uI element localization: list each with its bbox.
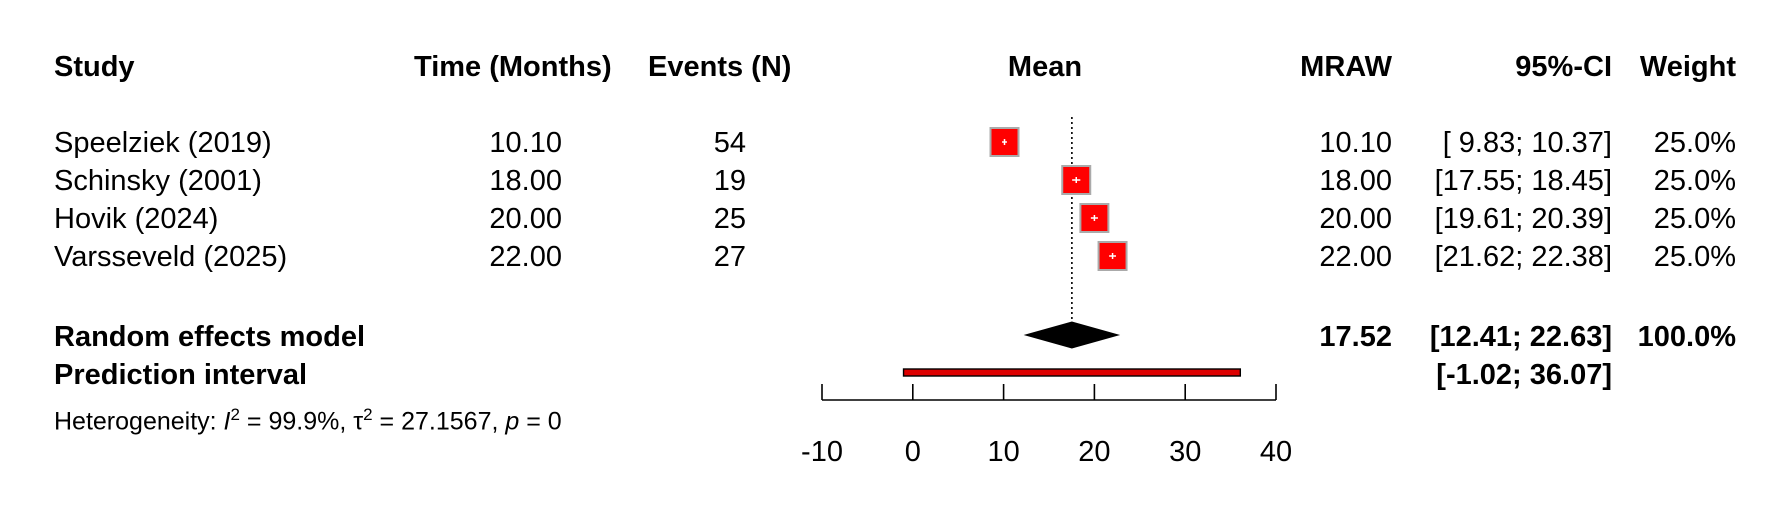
study-time: 20.00 <box>489 203 562 235</box>
study-events: 27 <box>713 241 746 273</box>
x-axis-tick-label: 40 <box>1260 436 1292 468</box>
study-mraw: 18.00 <box>1319 165 1392 197</box>
heterogeneity-text: Heterogeneity: I2 = 99.9%, τ2 = 27.1567,… <box>54 405 562 436</box>
study-weight: 25.0% <box>1653 165 1736 197</box>
study-time: 18.00 <box>489 165 562 197</box>
study-time: 10.10 <box>489 127 562 159</box>
study-events: 19 <box>713 165 746 197</box>
x-axis-tick-label: 10 <box>987 436 1019 468</box>
prediction-interval-ci: [-1.02; 36.07] <box>1436 359 1612 391</box>
random-effects-mraw: 17.52 <box>1319 321 1392 353</box>
header-ci: 95%-CI <box>1515 51 1612 83</box>
x-axis-tick-label: 30 <box>1169 436 1201 468</box>
study-ci: [19.61; 20.39] <box>1434 203 1612 235</box>
summary-diamond <box>1023 321 1121 349</box>
prediction-interval-bar <box>902 368 1242 377</box>
study-weight: 25.0% <box>1653 203 1736 235</box>
study-name: Schinsky (2001) <box>54 165 262 197</box>
prediction-interval-layer <box>902 368 1242 377</box>
header-mraw: MRAW <box>1300 51 1392 83</box>
study-events: 25 <box>713 203 746 235</box>
study-weight: 25.0% <box>1653 241 1736 273</box>
header-mean: Mean <box>1007 51 1083 83</box>
random-effects-weight: 100.0% <box>1637 321 1736 353</box>
study-mraw: 20.00 <box>1319 203 1392 235</box>
x-axis-tick-label: 20 <box>1078 436 1110 468</box>
study-name: Varsseveld (2025) <box>54 241 288 273</box>
x-axis-tick-label: -10 <box>801 436 843 468</box>
study-mraw: 22.00 <box>1319 241 1392 273</box>
study-ci: [21.62; 22.38] <box>1434 241 1612 273</box>
summary-diamond-layer <box>1023 321 1121 349</box>
random-effects-ci: [12.41; 22.63] <box>1429 321 1612 353</box>
header-events: Events (N) <box>648 51 792 83</box>
study-box <box>1097 241 1128 271</box>
study-time: 22.00 <box>489 241 562 273</box>
study-mraw: 10.10 <box>1319 127 1392 159</box>
random-effects-label: Random effects model <box>54 321 365 353</box>
header-study: Study <box>54 51 135 83</box>
study-name: Speelziek (2019) <box>54 127 272 159</box>
x-axis-tick-label: 0 <box>905 436 921 468</box>
study-name: Hovik (2024) <box>54 203 219 235</box>
study-weight: 25.0% <box>1653 127 1736 159</box>
study-markers-layer <box>989 127 1128 271</box>
header-time: Time (Months) <box>414 51 612 83</box>
prediction-interval-label: Prediction interval <box>54 359 308 391</box>
study-ci: [17.55; 18.45] <box>1434 165 1612 197</box>
study-events: 54 <box>713 127 746 159</box>
x-axis: -10 0 10 20 30 40 <box>801 384 1292 468</box>
study-ci: [ 9.83; 10.37] <box>1442 127 1612 159</box>
header-weight: Weight <box>1639 51 1736 83</box>
